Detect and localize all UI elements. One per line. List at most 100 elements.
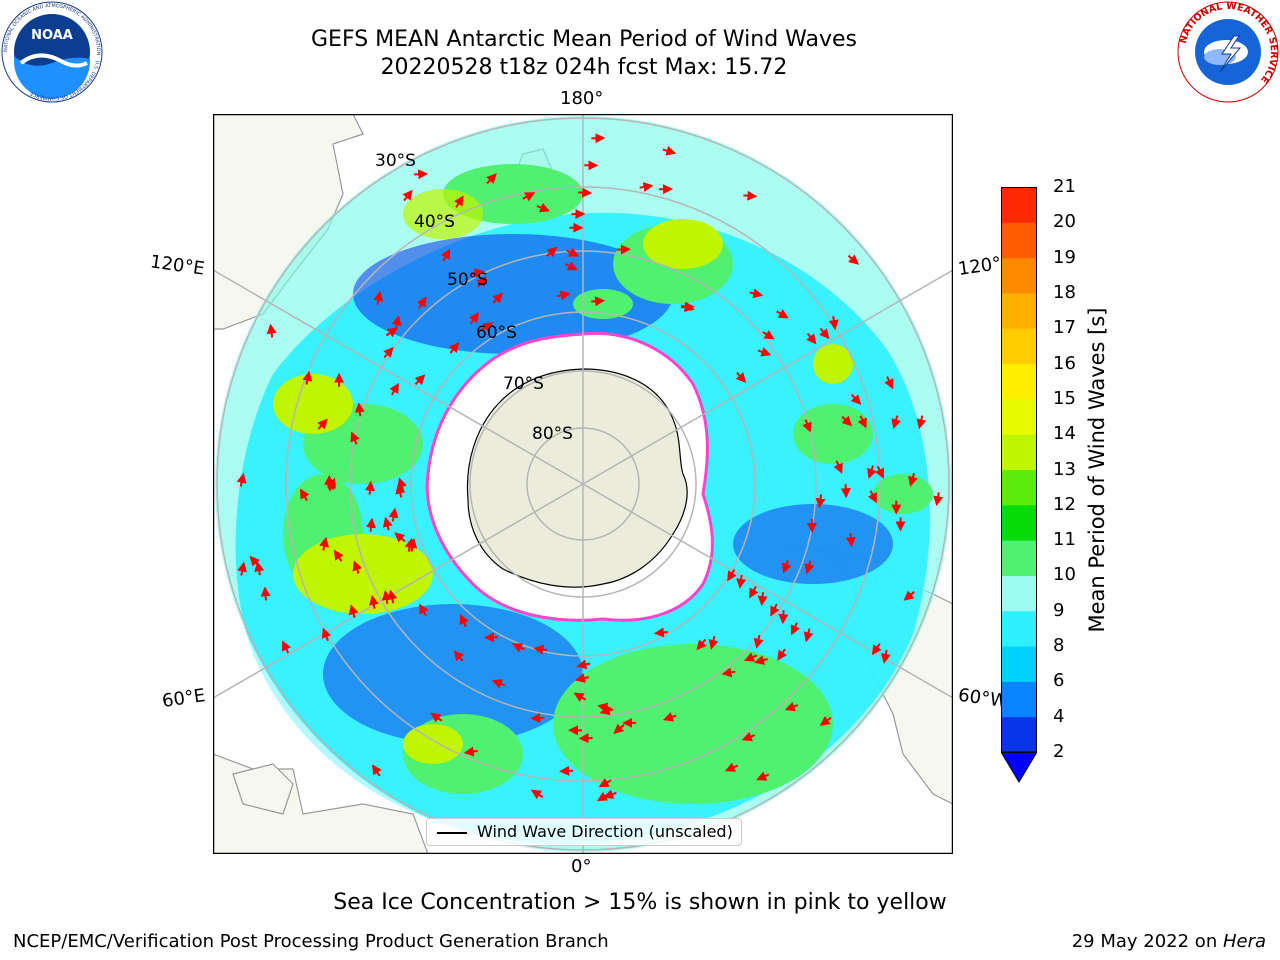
colorbar-bin bbox=[1001, 434, 1037, 470]
wave-direction-arrow bbox=[736, 574, 747, 589]
wave-direction-arrow bbox=[319, 536, 329, 551]
wave-direction-arrow bbox=[533, 644, 548, 655]
colorbar-tick-label: 15 bbox=[1053, 387, 1076, 409]
wave-direction-arrow bbox=[416, 296, 427, 309]
colorbar-bin bbox=[1001, 257, 1037, 294]
lon-label-120e: 120°E bbox=[148, 251, 206, 280]
wave-direction-arrow bbox=[867, 490, 877, 504]
wave-direction-arrow bbox=[784, 701, 799, 712]
colorbar-tick-label: 10 bbox=[1053, 564, 1076, 586]
colorbar-extend-triangle bbox=[1001, 751, 1037, 783]
colorbar-bin bbox=[1001, 540, 1037, 576]
colorbar-tick-label: 14 bbox=[1053, 423, 1076, 445]
wave-direction-arrow bbox=[743, 652, 758, 662]
wave-direction-arrow bbox=[806, 332, 817, 345]
wave-direction-arrow bbox=[512, 643, 525, 653]
wave-direction-arrow bbox=[757, 347, 772, 357]
wave-direction-arrow bbox=[371, 764, 382, 777]
wave-direction-arrow bbox=[281, 640, 292, 654]
colorbar-tick-label: 17 bbox=[1053, 317, 1076, 339]
antarctica-land bbox=[466, 368, 688, 588]
colorbar-bin bbox=[1001, 646, 1037, 682]
colorbar-bin bbox=[1001, 610, 1037, 647]
wave-direction-arrow bbox=[757, 592, 768, 607]
wave-direction-arrow bbox=[249, 555, 260, 567]
lat-label-60s: 60°S bbox=[476, 323, 517, 343]
wave-direction-arrow bbox=[741, 731, 756, 742]
colorbar-bin bbox=[1001, 398, 1037, 435]
wave-direction-arrow bbox=[696, 638, 707, 651]
wave-direction-arrow bbox=[819, 715, 832, 726]
wave-direction-arrow bbox=[463, 746, 478, 757]
colorbar-tick-label: 2 bbox=[1053, 741, 1065, 762]
wave-direction-arrow bbox=[591, 296, 606, 307]
wave-direction-arrow bbox=[321, 627, 332, 642]
wave-direction-arrow bbox=[770, 603, 780, 617]
wave-direction-arrow bbox=[486, 173, 497, 185]
colorbar-bin bbox=[1001, 575, 1037, 612]
colorbar-tick-label: 4 bbox=[1053, 705, 1065, 727]
colorbar-bin bbox=[1001, 328, 1037, 365]
wave-direction-arrow bbox=[819, 327, 830, 340]
wave-direction-arrow bbox=[394, 532, 406, 543]
nws-logo: NATIONAL WEATHER SERVICE bbox=[1177, 1, 1279, 103]
wave-direction-arrow bbox=[850, 393, 862, 405]
wave-direction-arrow bbox=[781, 560, 792, 574]
colorbar-bin bbox=[1001, 504, 1037, 541]
noaa-logo: NOAA NATIONAL OCEANIC AND ATMOSPHERIC AD… bbox=[1, 1, 103, 103]
lat-label-50s: 50°S bbox=[447, 270, 488, 290]
wave-direction-arrow bbox=[857, 415, 867, 429]
wave-direction-arrow bbox=[880, 649, 891, 664]
colorbar-tick-label: 12 bbox=[1053, 493, 1076, 515]
legend-label: Wind Wave Direction (unscaled) bbox=[477, 822, 733, 841]
wave-direction-arrow bbox=[333, 549, 344, 562]
map-border bbox=[213, 114, 953, 854]
wave-direction-arrow bbox=[348, 604, 359, 618]
wave-direction-arrow bbox=[236, 472, 247, 487]
wave-direction-arrow bbox=[891, 415, 902, 430]
wave-direction-arrow bbox=[871, 643, 882, 656]
wave-direction-arrow bbox=[566, 247, 580, 257]
lon-label-60e: 60°E bbox=[160, 685, 207, 712]
wave-direction-arrow bbox=[884, 376, 894, 390]
wave-direction-arrow bbox=[430, 712, 443, 723]
wave-direction-arrow bbox=[875, 465, 885, 479]
wave-direction-arrow bbox=[662, 712, 677, 722]
legend-line-swatch bbox=[437, 832, 467, 834]
wave-direction-arrow bbox=[365, 517, 376, 532]
wave-direction-arrow bbox=[721, 667, 736, 678]
wave-direction-arrow bbox=[559, 765, 574, 776]
wave-direction-arrow bbox=[419, 603, 429, 617]
wave-direction-arrow bbox=[724, 762, 739, 772]
colorbar-bin bbox=[1001, 292, 1037, 329]
wave-direction-arrow bbox=[598, 777, 612, 788]
colorbar-tick-label: 20 bbox=[1053, 211, 1076, 233]
wave-direction-arrow bbox=[454, 195, 464, 208]
wave-direction-arrow bbox=[777, 648, 787, 661]
wave-direction-arrow bbox=[599, 705, 614, 716]
wave-direction-arrow bbox=[407, 537, 418, 552]
wave-direction-arrow bbox=[388, 507, 399, 522]
graticule bbox=[213, 114, 953, 854]
colorbar-bin bbox=[1001, 716, 1037, 753]
wave-direction-arrow bbox=[302, 370, 313, 385]
colorbar-tick-label: 16 bbox=[1053, 352, 1076, 374]
wave-direction-arrow bbox=[727, 568, 737, 582]
wave-direction-arrow bbox=[735, 371, 747, 383]
wave-direction-arrow bbox=[756, 771, 770, 781]
wave-direction-arrow bbox=[749, 585, 759, 599]
colorbar-bin bbox=[1001, 681, 1037, 718]
wave-direction-arrow bbox=[804, 560, 815, 575]
wave-direction-arrow bbox=[578, 187, 593, 198]
wave-direction-arrow bbox=[662, 145, 677, 156]
wave-direction-arrow bbox=[845, 533, 856, 548]
wave-direction-arrow bbox=[639, 182, 654, 192]
colorbar-tick-label: 11 bbox=[1053, 529, 1076, 551]
lon-label-0: 0° bbox=[571, 856, 592, 877]
wave-direction-arrow bbox=[762, 329, 775, 340]
wave-direction-arrow bbox=[828, 316, 839, 331]
wave-direction-arrow bbox=[847, 254, 859, 265]
wave-direction-arrow bbox=[530, 789, 544, 800]
wave-direction-arrow bbox=[476, 276, 487, 288]
footer-date-text: 29 May 2022 on bbox=[1071, 931, 1223, 952]
